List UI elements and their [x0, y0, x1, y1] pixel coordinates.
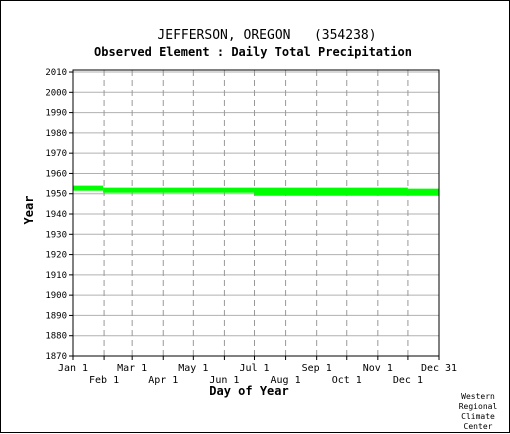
credit-line: Center: [464, 422, 493, 431]
y-tick-label: 1880: [45, 332, 67, 342]
x-tick-label: Jan 1: [58, 363, 88, 374]
y-tick-label: 2000: [45, 88, 67, 98]
data-bar: [407, 188, 439, 196]
data-bar: [103, 187, 255, 193]
y-tick-label: 1910: [45, 271, 67, 281]
y-tick-label: 1890: [45, 311, 67, 321]
y-axis-label: Year: [22, 196, 36, 225]
chart-subtitle: Observed Element : Daily Total Precipita…: [94, 45, 412, 59]
y-tick-label: 1870: [45, 352, 67, 362]
x-tick-label: Oct 1: [332, 375, 362, 386]
x-tick-label: May 1: [178, 363, 208, 374]
y-tick-label: 1940: [45, 210, 67, 220]
x-axis-label: Day of Year: [209, 384, 288, 398]
x-tick-label: Mar 1: [117, 363, 147, 374]
x-tick-label: Dec 1: [393, 375, 423, 386]
credit-block: Western Regional Climate Center: [459, 392, 498, 431]
x-tick-label: Aug 1: [271, 375, 301, 386]
y-tick-label: 1980: [45, 129, 67, 139]
y-tick-label: 1960: [45, 169, 67, 179]
x-tick-label: Dec 31: [421, 363, 457, 374]
x-tick-label: Jul 1: [239, 363, 269, 374]
y-tick-label: 1950: [45, 190, 67, 200]
plot-area: 2010 2000 1990 1980 1970 1960 1950 1940 1930 1920…: [45, 68, 457, 386]
x-tick-label: Feb 1: [89, 375, 119, 386]
y-tick-label: 1990: [45, 109, 67, 119]
y-tick-label: 1900: [45, 291, 67, 301]
x-tick-label: Apr 1: [148, 375, 178, 386]
credit-line: Western: [461, 392, 495, 401]
x-tick-label: Nov 1: [363, 363, 393, 374]
x-tick-label: Jun 1: [209, 375, 239, 386]
y-tick-label: 2010: [45, 68, 67, 78]
y-tick-label: 1930: [45, 230, 67, 240]
y-tick-label: 1970: [45, 149, 67, 159]
credit-line: Climate: [461, 412, 495, 421]
data-bar: [254, 187, 408, 196]
data-bar: [73, 185, 104, 191]
y-tick-label: 1920: [45, 251, 67, 261]
x-tick-label: Sep 1: [302, 363, 332, 374]
plot-border: [72, 69, 440, 357]
credit-line: Regional: [459, 402, 498, 411]
chart-title: JEFFERSON, OREGON (354238): [157, 28, 376, 43]
